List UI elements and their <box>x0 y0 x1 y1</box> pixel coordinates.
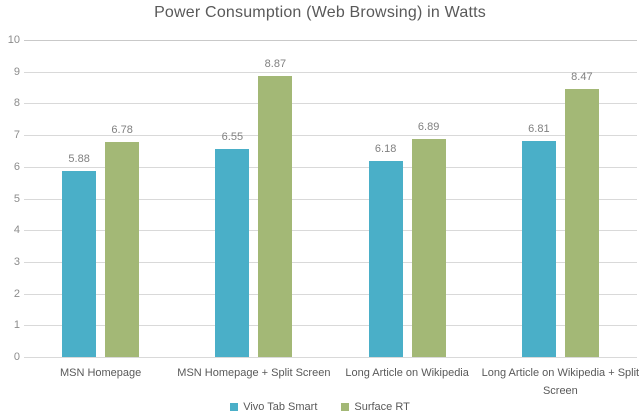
bar-surface-rt <box>564 88 599 357</box>
bar-surface-rt <box>105 142 140 357</box>
category-label: MSN Homepage + Split Screen <box>177 367 331 379</box>
y-axis-tick-label: 1 <box>13 319 20 332</box>
gridline <box>24 325 637 327</box>
legend-item: Vivo Tab Smart <box>230 401 317 413</box>
chart-title: Power Consumption (Web Browsing) in Watt… <box>154 4 486 21</box>
category-label: Long Article on Wikipedia + Split Screen <box>481 367 640 397</box>
plot-area: 0 1 2 3 4 5 6 7 8 9 10 5.88 6.78 MSN Homepage 6.55 8.87… <box>8 34 639 397</box>
gridline <box>24 198 637 200</box>
bar-vivo-tab-smart <box>62 170 97 357</box>
y-axis-tick-label: 5 <box>13 192 20 205</box>
gridline <box>24 261 637 263</box>
gridline <box>24 135 637 137</box>
y-axis-tick-label: 9 <box>13 65 20 78</box>
bar-value-label: 8.87 <box>264 57 287 70</box>
legend-item: Surface RT <box>341 401 410 413</box>
y-axis-tick-label: 4 <box>13 224 20 237</box>
bar-value-label: 6.55 <box>221 131 244 144</box>
y-axis-tick-label: 7 <box>13 129 20 142</box>
y-axis-tick-label: 8 <box>13 97 20 110</box>
legend-swatch-vivo-tab-smart <box>230 403 239 411</box>
gridline <box>24 166 637 168</box>
legend: Vivo Tab Smart Surface RT <box>0 399 640 415</box>
gridline <box>24 357 637 358</box>
bar-value-label: 6.18 <box>374 143 397 156</box>
bar-value-label: 6.89 <box>417 120 440 133</box>
bar-vivo-tab-smart <box>521 141 556 357</box>
gridline <box>24 103 637 105</box>
bar-value-label: 5.88 <box>68 152 90 165</box>
y-axis-tick-label: 2 <box>13 287 20 300</box>
legend-swatch-surface-rt <box>341 403 350 411</box>
bar-vivo-tab-smart <box>215 149 250 357</box>
bar-value-label: 6.81 <box>528 123 550 136</box>
bar-vivo-tab-smart <box>368 161 403 357</box>
y-axis-tick-label: 3 <box>13 255 20 268</box>
y-axis-tick-label: 10 <box>7 34 20 46</box>
bar-value-label: 8.47 <box>571 70 593 83</box>
category-label: Long Article on Wikipedia <box>345 367 469 379</box>
gridline <box>24 230 637 232</box>
category-label: MSN Homepage <box>59 367 142 379</box>
gridline <box>24 293 637 295</box>
legend-label: Surface RT <box>354 401 410 413</box>
bar-value-label: 6.78 <box>111 124 133 137</box>
gridline <box>24 71 637 73</box>
legend-label: Vivo Tab Smart <box>243 401 318 413</box>
y-axis-tick-label: 6 <box>13 160 20 173</box>
bar-surface-rt <box>411 138 446 357</box>
y-axis-tick-label: 0 <box>13 351 20 363</box>
gridline <box>24 40 637 41</box>
bar-surface-rt <box>258 75 293 357</box>
